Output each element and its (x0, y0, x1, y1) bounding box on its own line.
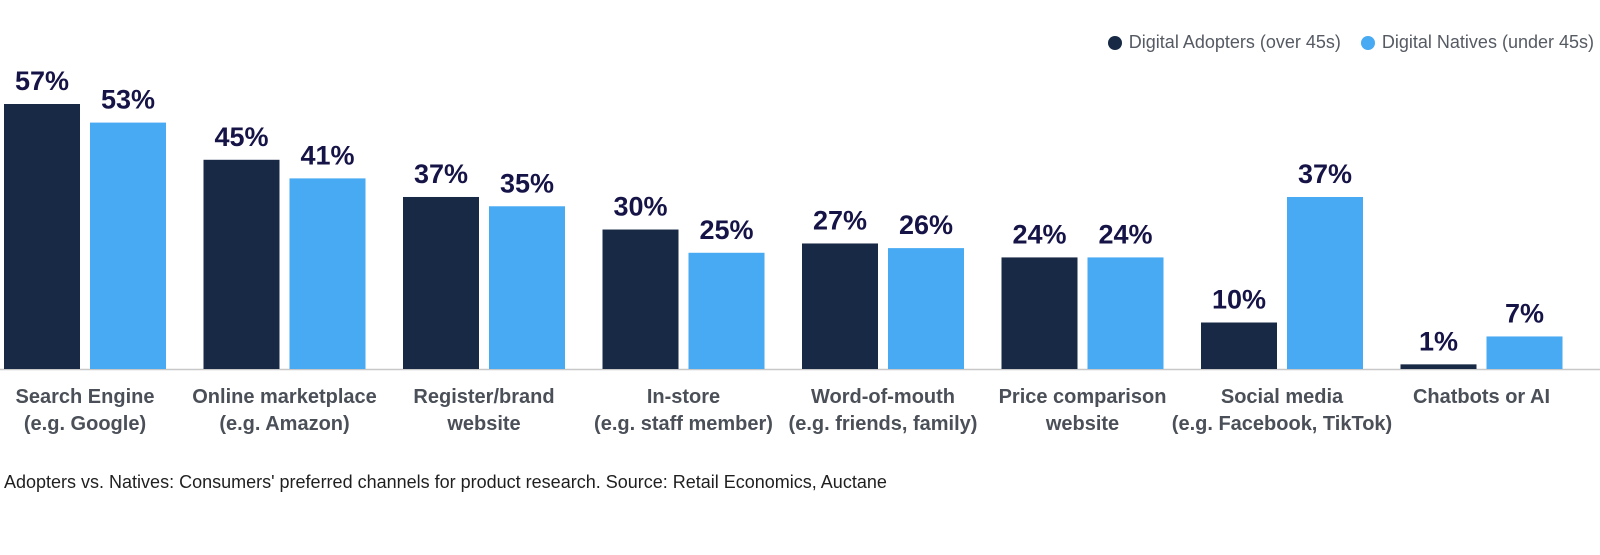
bar-adopters-6 (1201, 322, 1277, 369)
data-label-adopters-3: 30% (613, 192, 667, 222)
data-label-natives-1: 41% (300, 140, 354, 170)
bar-adopters-3 (602, 229, 679, 369)
legend: Digital Adopters (over 45s) Digital Nati… (1107, 32, 1594, 53)
bar-natives-0 (90, 122, 166, 369)
bar-adopters-4 (802, 243, 878, 369)
legend-item-adopters: Digital Adopters (over 45s) (1107, 32, 1341, 53)
data-label-natives-0: 53% (101, 85, 155, 115)
legend-label-adopters: Digital Adopters (over 45s) (1128, 32, 1341, 52)
data-label-natives-5: 24% (1098, 219, 1152, 249)
bar-adopters-2 (403, 196, 479, 369)
category-label-4: Word-of-mouth (e.g. friends, family) (789, 386, 978, 435)
bar-natives-3 (688, 252, 765, 369)
bar-natives-6 (1287, 196, 1363, 369)
category-label-1: Online marketplace (e.g. Amazon) (192, 386, 377, 435)
data-label-natives-3: 25% (699, 215, 753, 245)
category-label-0: Search Engine (e.g. Google) (16, 386, 155, 435)
category-label-2: Register/brand website (413, 386, 554, 435)
chart-caption: Adopters vs. Natives: Consumers' preferr… (4, 472, 887, 492)
category-label-3: In-store (e.g. staff member) (594, 386, 773, 435)
data-label-adopters-2: 37% (414, 159, 468, 189)
category-label-6: Social media (e.g. Facebook, TikTok) (1172, 386, 1392, 435)
data-label-natives-6: 37% (1298, 159, 1352, 189)
legend-swatch-adopters (1107, 35, 1122, 50)
bar-natives-5 (1087, 257, 1164, 369)
data-label-natives-7: 7% (1505, 298, 1544, 328)
data-label-natives-4: 26% (899, 210, 953, 240)
legend-swatch-natives (1360, 35, 1375, 50)
bar-natives-4 (888, 248, 964, 369)
bar-natives-2 (489, 206, 565, 369)
data-label-adopters-7: 1% (1419, 326, 1458, 356)
data-label-adopters-4: 27% (813, 205, 867, 235)
legend-label-natives: Digital Natives (under 45s) (1381, 32, 1594, 52)
category-label-5: Price comparison website (999, 386, 1167, 435)
data-label-adopters-0: 57% (15, 66, 69, 96)
data-label-adopters-5: 24% (1012, 219, 1066, 249)
legend-item-natives: Digital Natives (under 45s) (1360, 32, 1594, 53)
bar-adopters-0 (4, 104, 80, 369)
data-label-adopters-6: 10% (1212, 285, 1266, 315)
bar-natives-1 (289, 178, 366, 369)
bar-adopters-5 (1001, 257, 1078, 369)
bar-adopters-1 (203, 159, 280, 369)
data-label-natives-2: 35% (500, 168, 554, 198)
bar-adopters-7 (1400, 364, 1477, 369)
category-label-7: Chatbots or AI (1413, 386, 1550, 408)
bar-natives-7 (1486, 336, 1563, 369)
data-label-adopters-1: 45% (214, 122, 268, 152)
